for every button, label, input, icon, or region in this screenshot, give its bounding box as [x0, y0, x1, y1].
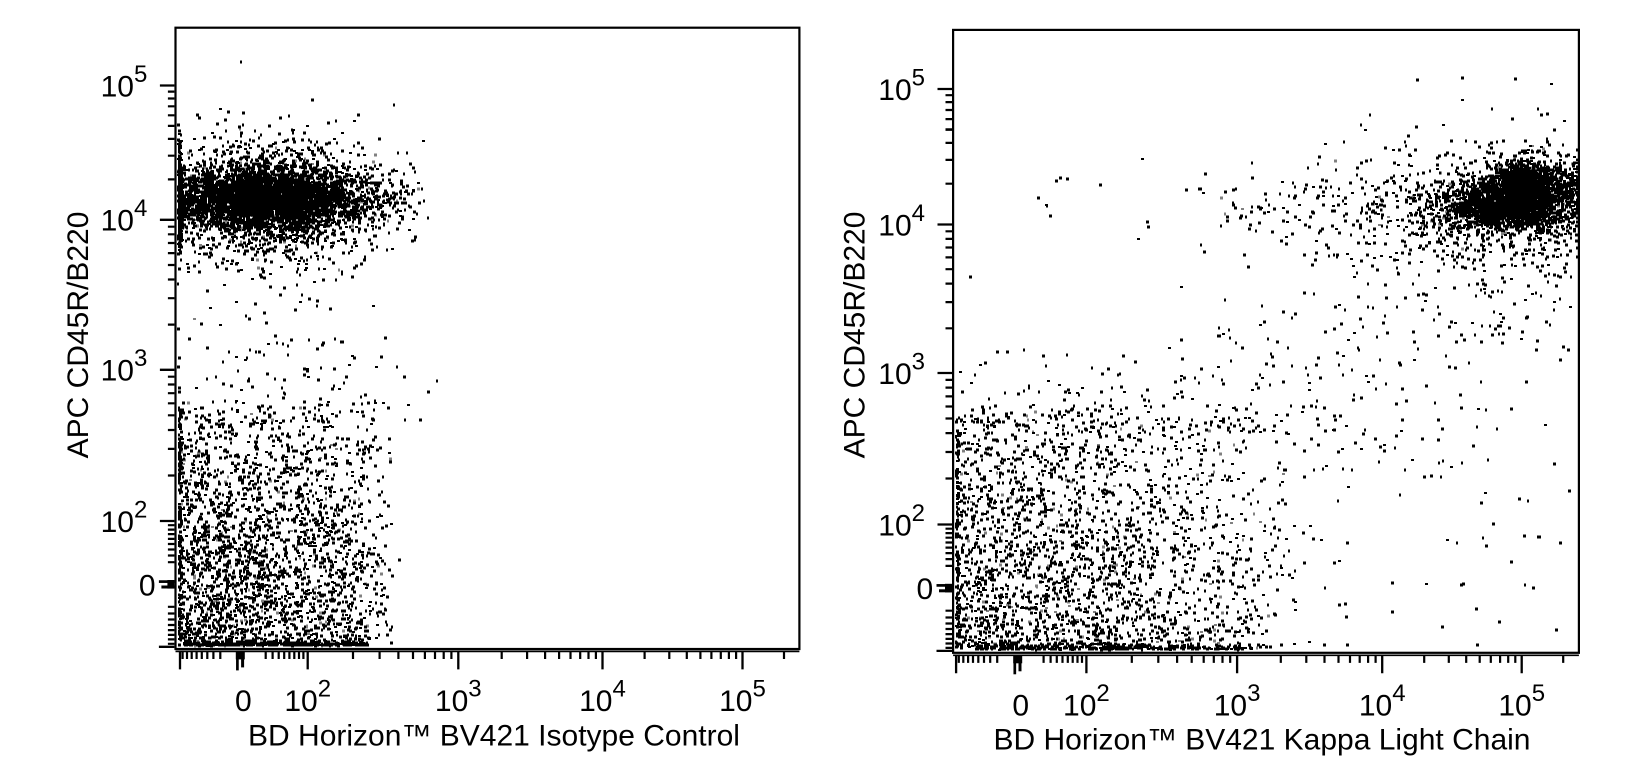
svg-text:APC CD45R/B220: APC CD45R/B220 [839, 212, 872, 459]
svg-text:0: 0 [139, 569, 156, 602]
svg-text:BD Horizon™ BV421 Kappa Light: BD Horizon™ BV421 Kappa Light Chain [994, 724, 1531, 757]
svg-text:BD Horizon™ BV421 Isotype Cont: BD Horizon™ BV421 Isotype Control [248, 720, 740, 753]
svg-text:0: 0 [917, 573, 934, 606]
svg-text:APC CD45R/B220: APC CD45R/B220 [62, 212, 95, 459]
svg-text:0: 0 [235, 685, 252, 718]
svg-text:0: 0 [1012, 690, 1029, 723]
